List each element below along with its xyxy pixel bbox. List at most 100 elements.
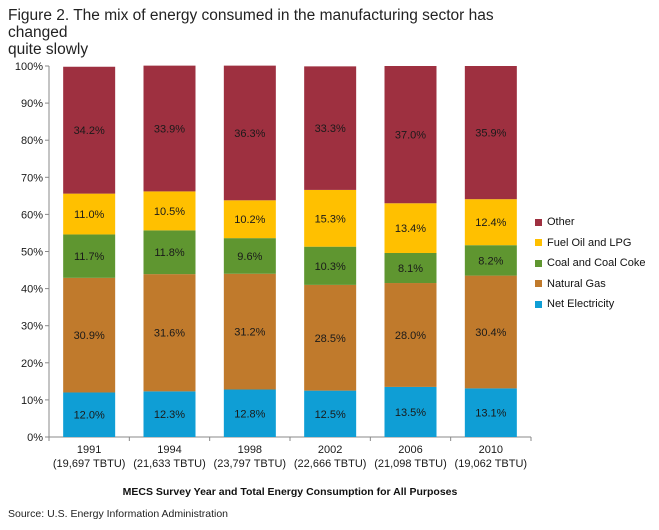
- data-label: 10.5%: [154, 206, 185, 218]
- x-tick-sublabel: (21,098 TBTU): [374, 458, 447, 470]
- bar-segment: [223, 238, 276, 274]
- bar-segment: [63, 66, 116, 194]
- data-label: 12.0%: [74, 410, 105, 422]
- x-tick-sublabel: (19,062 TBTU): [455, 458, 528, 470]
- data-label: 33.3%: [315, 123, 346, 135]
- bar-segment: [464, 245, 517, 276]
- bar-segment: [143, 391, 196, 437]
- bar-segment: [384, 66, 437, 204]
- bar-segment: [143, 65, 196, 192]
- data-label: 33.9%: [154, 124, 185, 136]
- bar-segment: [143, 230, 196, 275]
- y-tick-label: 100%: [15, 61, 43, 73]
- legend-item: Other: [535, 212, 645, 233]
- bar-segment: [304, 284, 357, 391]
- y-tick-label: 60%: [21, 209, 43, 221]
- data-label: 30.4%: [475, 327, 506, 339]
- bar-segment: [464, 275, 517, 389]
- bar-segment: [143, 191, 196, 231]
- data-label: 30.9%: [74, 330, 105, 342]
- bar-segment: [384, 252, 437, 284]
- data-label: 10.3%: [315, 261, 346, 273]
- data-label: 10.2%: [234, 214, 265, 226]
- x-tick-label: 2002: [318, 444, 342, 456]
- legend-item: Fuel Oil and LPG: [535, 233, 645, 254]
- legend-swatch: [535, 239, 542, 247]
- bar-segment: [464, 199, 517, 246]
- bar-segment: [63, 234, 116, 278]
- data-label: 36.3%: [234, 128, 265, 140]
- x-tick-label: 2010: [479, 444, 503, 456]
- data-label: 12.5%: [315, 409, 346, 421]
- y-tick-label: 0%: [27, 432, 43, 444]
- bar-segment: [384, 203, 437, 253]
- source-note: Source: U.S. Energy Information Administ…: [8, 508, 229, 520]
- bar-segment: [464, 66, 517, 200]
- legend-swatch: [535, 280, 542, 288]
- legend-label: Coal and Coal Coke: [547, 257, 646, 270]
- chart-title-line-1: Figure 2. The mix of energy consumed in …: [8, 7, 494, 41]
- bar-segment: [304, 66, 357, 190]
- bar-segment: [143, 274, 196, 392]
- x-tick-sublabel: (19,697 TBTU): [53, 458, 126, 470]
- data-label: 12.8%: [234, 408, 265, 420]
- data-label: 15.3%: [315, 213, 346, 225]
- data-label: 13.5%: [395, 407, 426, 419]
- y-tick-label: 80%: [21, 135, 43, 147]
- data-label: 13.1%: [475, 408, 506, 420]
- bar-segment: [223, 200, 276, 239]
- bar-segment: [464, 388, 517, 437]
- legend-label: Fuel Oil and LPG: [547, 236, 632, 249]
- bar-segment: [63, 193, 116, 235]
- data-label: 31.2%: [234, 327, 265, 339]
- y-tick-label: 40%: [21, 284, 43, 296]
- bar-segment: [384, 283, 437, 387]
- legend-label: Natural Gas: [547, 277, 606, 290]
- data-label: 9.6%: [237, 251, 262, 263]
- bar-segment: [223, 389, 276, 437]
- bar-segment: [304, 390, 357, 437]
- data-label: 12.4%: [475, 217, 506, 229]
- legend-label: Other: [547, 216, 575, 229]
- x-tick-label: 1991: [77, 444, 101, 456]
- legend-swatch: [535, 218, 542, 226]
- legend-swatch: [535, 300, 542, 308]
- chart-title-line-2: quite slowly: [8, 41, 89, 58]
- data-label: 34.2%: [74, 125, 105, 137]
- y-tick-label: 50%: [21, 247, 43, 259]
- chart-title: Figure 2. The mix of energy consumed in …: [8, 7, 528, 58]
- data-label: 8.2%: [478, 255, 503, 267]
- x-tick-sublabel: (23,797 TBTU): [214, 458, 287, 470]
- data-label: 11.8%: [154, 247, 185, 259]
- data-label: 11.7%: [74, 251, 105, 263]
- x-tick-sublabel: (22,666 TBTU): [294, 458, 367, 470]
- x-axis-title: MECS Survey Year and Total Energy Consum…: [122, 486, 458, 498]
- data-label: 28.0%: [395, 330, 426, 342]
- data-label: 28.5%: [315, 333, 346, 345]
- bar-segment: [63, 277, 116, 393]
- bar-segment: [223, 65, 276, 201]
- bar-segment: [223, 273, 276, 390]
- x-tick-label: 2006: [398, 444, 422, 456]
- y-tick-label: 30%: [21, 321, 43, 333]
- y-tick-label: 10%: [21, 395, 43, 407]
- x-tick-sublabel: (21,633 TBTU): [133, 458, 206, 470]
- bar-segment: [384, 386, 437, 437]
- bar-segment: [304, 246, 357, 285]
- data-label: 11.0%: [74, 209, 105, 221]
- data-label: 12.3%: [154, 409, 185, 421]
- data-label: 31.6%: [154, 328, 185, 340]
- y-tick-label: 90%: [21, 98, 43, 110]
- x-tick-label: 1994: [157, 444, 181, 456]
- y-tick-label: 70%: [21, 172, 43, 184]
- legend-item: Net Electricity: [535, 294, 645, 315]
- legend-item: Coal and Coal Coke: [535, 253, 645, 274]
- legend-item: Natural Gas: [535, 274, 645, 295]
- x-tick-label: 1998: [238, 444, 262, 456]
- bar-segment: [63, 392, 116, 437]
- legend-label: Net Electricity: [547, 298, 615, 311]
- data-label: 13.4%: [395, 223, 426, 235]
- chart-legend: Other Fuel Oil and LPG Coal and Coal Coke N…: [535, 212, 645, 315]
- bar-segment: [304, 189, 357, 247]
